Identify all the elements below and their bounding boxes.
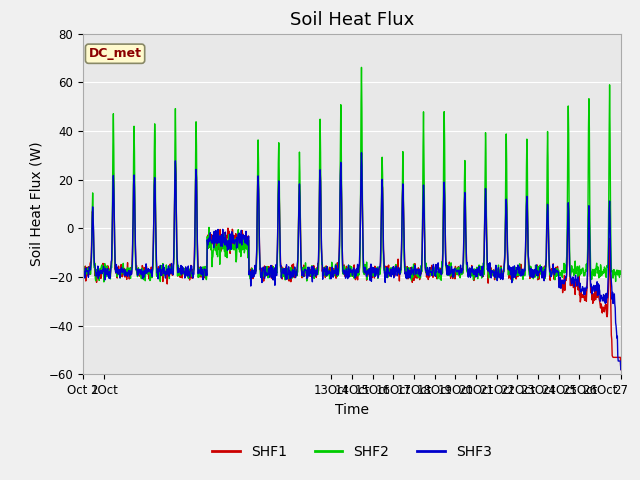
SHF2 bbox=[358, 64, 365, 70]
Line: SHF1: SHF1 bbox=[83, 153, 621, 370]
Line: SHF2: SHF2 bbox=[83, 67, 621, 282]
SHF1 bbox=[358, 150, 365, 156]
SHF2 bbox=[422, 269, 429, 275]
SHF3 bbox=[358, 150, 365, 156]
SHF3 bbox=[79, 264, 87, 269]
SHF2 bbox=[451, 267, 458, 273]
SHF1 bbox=[220, 238, 227, 244]
SHF2 bbox=[283, 274, 291, 280]
SHF2 bbox=[617, 271, 625, 277]
SHF1 bbox=[283, 265, 291, 271]
SHF1 bbox=[234, 239, 242, 245]
SHF3 bbox=[617, 367, 625, 372]
SHF3 bbox=[220, 240, 227, 245]
SHF2 bbox=[234, 227, 242, 232]
Y-axis label: Soil Heat Flux (W): Soil Heat Flux (W) bbox=[29, 142, 43, 266]
SHF1 bbox=[450, 268, 458, 274]
SHF3 bbox=[283, 262, 291, 268]
Line: SHF3: SHF3 bbox=[83, 153, 621, 370]
Legend: SHF1, SHF2, SHF3: SHF1, SHF2, SHF3 bbox=[207, 439, 497, 464]
SHF1 bbox=[421, 260, 429, 266]
SHF3 bbox=[450, 274, 458, 279]
SHF3 bbox=[421, 265, 429, 271]
SHF2 bbox=[524, 156, 531, 162]
SHF1 bbox=[79, 273, 87, 279]
Text: DC_met: DC_met bbox=[88, 47, 141, 60]
SHF3 bbox=[523, 193, 531, 199]
SHF3 bbox=[234, 239, 242, 245]
SHF2 bbox=[100, 279, 108, 285]
SHF1 bbox=[617, 367, 625, 372]
SHF2 bbox=[79, 272, 87, 277]
Title: Soil Heat Flux: Soil Heat Flux bbox=[290, 11, 414, 29]
SHF2 bbox=[220, 245, 227, 251]
X-axis label: Time: Time bbox=[335, 403, 369, 417]
SHF1 bbox=[523, 192, 531, 198]
